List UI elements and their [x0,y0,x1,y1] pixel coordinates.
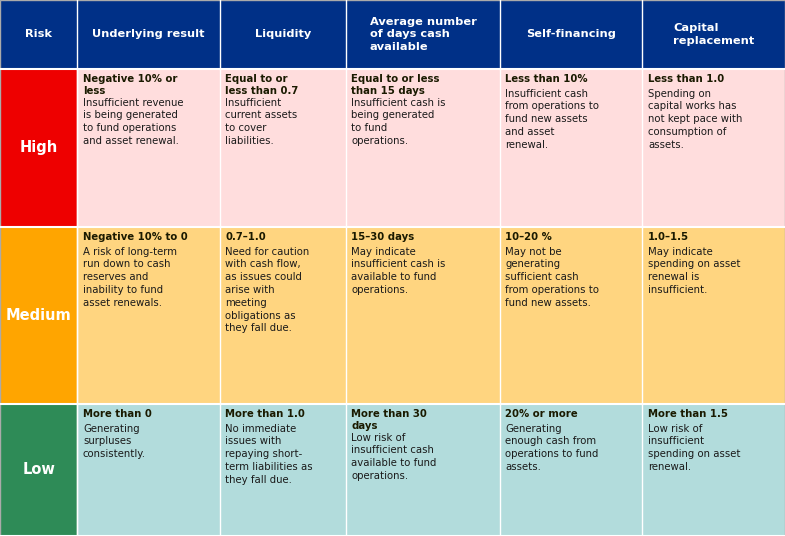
Text: No immediate
issues with
repaying short-
term liabilities as
they fall due.: No immediate issues with repaying short-… [225,423,313,485]
Bar [78,69,220,227]
Bar [500,69,642,227]
Text: May not be
generating
sufficient cash
from operations to
fund new assets.: May not be generating sufficient cash fr… [506,247,600,308]
Bar [220,227,346,404]
Text: 10–20 %: 10–20 % [506,232,553,242]
Text: Insufficient revenue
is being generated
to fund operations
and asset renewal.: Insufficient revenue is being generated … [83,98,184,146]
Bar [346,69,500,227]
Bar [346,227,500,404]
Text: Low risk of
insufficient cash
available to fund
operations.: Low risk of insufficient cash available … [352,433,436,481]
Bar [0,0,78,69]
Text: Self-financing: Self-financing [526,29,616,39]
Bar [642,227,785,404]
Text: A risk of long-term
run down to cash
reserves and
inability to fund
asset renewa: A risk of long-term run down to cash res… [83,247,177,308]
Bar [0,404,78,536]
Bar [220,404,346,536]
Text: 15–30 days: 15–30 days [352,232,414,242]
Text: May indicate
spending on asset
renewal is
insufficient.: May indicate spending on asset renewal i… [648,247,740,295]
Text: Low risk of
insufficient
spending on asset
renewal.: Low risk of insufficient spending on ass… [648,423,740,472]
Text: Medium: Medium [5,308,71,323]
Text: More than 1.0: More than 1.0 [225,409,305,419]
Text: Low: Low [22,463,55,477]
Text: Equal to or
less than 0.7: Equal to or less than 0.7 [225,74,298,96]
Text: 0.7–1.0: 0.7–1.0 [225,232,266,242]
Text: Less than 10%: Less than 10% [506,74,588,84]
Text: More than 0: More than 0 [83,409,152,419]
Bar [642,69,785,227]
Bar [0,227,78,404]
Text: Need for caution
with cash flow,
as issues could
arise with
meeting
obligations : Need for caution with cash flow, as issu… [225,247,309,333]
Bar [0,69,78,227]
Bar [642,404,785,536]
Text: Average number
of days cash
available: Average number of days cash available [370,17,476,51]
Text: May indicate
insufficient cash is
available to fund
operations.: May indicate insufficient cash is availa… [352,247,446,295]
Bar [500,227,642,404]
Text: High: High [20,140,58,155]
Text: Insufficient cash
from operations to
fund new assets
and asset
renewal.: Insufficient cash from operations to fun… [506,88,600,150]
Bar [500,0,642,69]
Text: More than 1.5: More than 1.5 [648,409,728,419]
Bar [78,0,220,69]
Text: Spending on
capital works has
not kept pace with
consumption of
assets.: Spending on capital works has not kept p… [648,88,743,150]
Text: Negative 10% or
less: Negative 10% or less [83,74,177,96]
Text: Less than 1.0: Less than 1.0 [648,74,725,84]
Text: Underlying result: Underlying result [93,29,205,39]
Text: More than 30
days: More than 30 days [352,409,427,431]
Text: Equal to or less
than 15 days: Equal to or less than 15 days [352,74,440,96]
Text: Liquidity: Liquidity [255,29,311,39]
Bar [500,404,642,536]
Bar [346,0,500,69]
Text: Capital
replacement: Capital replacement [673,23,754,46]
Bar [220,0,346,69]
Bar [220,69,346,227]
Text: 1.0–1.5: 1.0–1.5 [648,232,689,242]
Bar [78,227,220,404]
Bar [346,404,500,536]
Text: Generating
surpluses
consistently.: Generating surpluses consistently. [83,423,146,459]
Text: Generating
enough cash from
operations to fund
assets.: Generating enough cash from operations t… [506,423,599,472]
Text: Risk: Risk [25,29,53,39]
Bar [642,0,785,69]
Text: Negative 10% to 0: Negative 10% to 0 [83,232,188,242]
Text: 20% or more: 20% or more [506,409,578,419]
Bar [78,404,220,536]
Text: Insufficient cash is
being generated
to fund
operations.: Insufficient cash is being generated to … [352,98,446,146]
Text: Insufficient
current assets
to cover
liabilities.: Insufficient current assets to cover lia… [225,98,298,146]
